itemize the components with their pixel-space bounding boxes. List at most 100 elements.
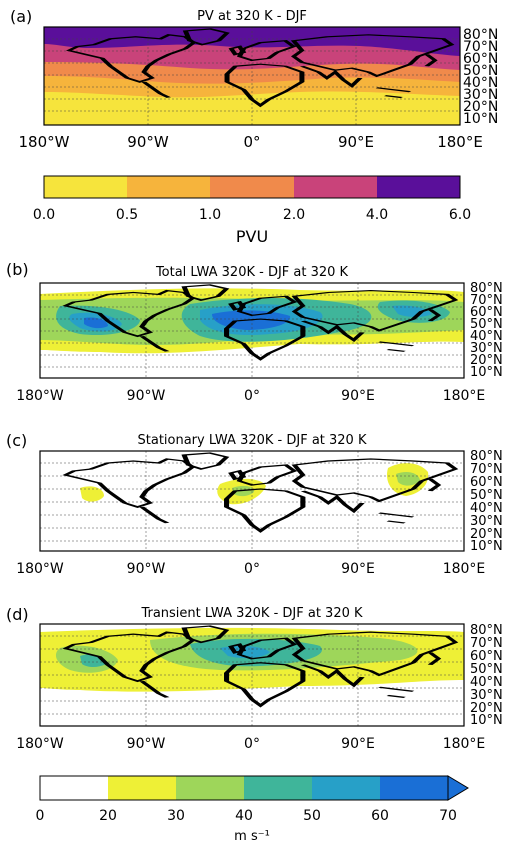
lat-tick: 80°N xyxy=(470,449,503,464)
colorbar-tick: 30 xyxy=(167,808,185,824)
colorbar-segment xyxy=(380,776,448,800)
lat-tick: 50°N xyxy=(463,63,498,79)
lon-tick: 180°E xyxy=(437,133,483,151)
colorbar-segment xyxy=(377,176,460,198)
lat-tick: 60°N xyxy=(470,305,503,320)
panel-label: (a) xyxy=(10,7,32,26)
lat-tick: 40°N xyxy=(470,501,503,516)
lat-tick: 10°N xyxy=(470,365,503,380)
lat-tick: 20°N xyxy=(470,701,503,716)
colorbar-tick: 60 xyxy=(371,808,389,824)
lon-tick: 90°E xyxy=(341,736,375,752)
lat-tick: 20°N xyxy=(470,527,503,542)
lwa-field xyxy=(40,283,464,378)
panel-a: (a) PV at 320 K - DJF 180°W 90°W 0° 90°E xyxy=(10,7,498,151)
lon-tick: 0° xyxy=(244,736,260,752)
panel-label: (c) xyxy=(6,431,27,450)
lat-tick: 80°N xyxy=(463,27,498,43)
panel-title: Transient LWA 320K - DJF at 320 K xyxy=(140,606,363,621)
lon-tick: 90°E xyxy=(338,133,374,151)
lon-tick: 90°W xyxy=(127,133,169,151)
colorbar-tick: 20 xyxy=(99,808,117,824)
lat-tick: 10°N xyxy=(463,111,498,127)
lat-tick: 80°N xyxy=(470,281,503,296)
pv-field xyxy=(44,27,460,125)
colorbar-segment xyxy=(44,176,127,198)
colorbar-segment xyxy=(40,776,108,800)
panel-c: (c) Stationary LWA 320K - DJF at 320 K 1… xyxy=(6,431,503,577)
colorbar-label: m s⁻¹ xyxy=(234,829,270,844)
colorbar-segment xyxy=(294,176,377,198)
panel-label: (b) xyxy=(6,260,29,279)
panel-title: PV at 320 K - DJF xyxy=(197,9,307,24)
colorbar-label: PVU xyxy=(236,227,268,246)
lat-tick: 30°N xyxy=(470,341,503,356)
lat-tick: 60°N xyxy=(470,475,503,490)
lat-tick: 40°N xyxy=(470,329,503,344)
lat-tick: 70°N xyxy=(470,636,503,651)
lat-ticks: 80°N 70°N 60°N 50°N 40°N 30°N 20°N 10°N xyxy=(463,27,498,127)
lat-tick: 10°N xyxy=(470,539,503,554)
lat-tick: 50°N xyxy=(470,662,503,677)
colorbar-lwa: 0 20 30 40 50 60 70 m s⁻¹ xyxy=(36,775,469,844)
lat-tick: 80°N xyxy=(470,623,503,638)
lon-tick: 180°W xyxy=(16,561,64,577)
lon-tick: 180°E xyxy=(443,388,486,404)
colorbar-segment xyxy=(127,176,210,198)
lon-tick: 180°W xyxy=(16,736,64,752)
lat-tick: 60°N xyxy=(463,51,498,67)
colorbar-tick: 6.0 xyxy=(449,207,471,223)
colorbar-segment xyxy=(244,776,312,800)
panel-label: (d) xyxy=(6,605,29,624)
lat-tick: 70°N xyxy=(470,462,503,477)
colorbar-tick: 0.0 xyxy=(33,207,55,223)
lon-tick: 180°E xyxy=(443,736,486,752)
lat-tick: 20°N xyxy=(463,99,498,115)
lon-tick: 0° xyxy=(243,133,260,151)
colorbar-segment xyxy=(108,776,176,800)
lat-tick: 70°N xyxy=(470,293,503,308)
panel-title: Total LWA 320K - DJF at 320 K xyxy=(155,265,349,280)
colorbar-extend-arrow xyxy=(447,775,469,801)
lon-tick: 180°W xyxy=(19,133,70,151)
colorbar-segment xyxy=(312,776,380,800)
lat-tick: 50°N xyxy=(470,488,503,503)
panel-b: (b) Total LWA 320K - DJF at 320 K xyxy=(6,260,503,404)
colorbar-segment xyxy=(210,176,294,198)
colorbar-tick: 2.0 xyxy=(283,207,305,223)
lon-tick: 90°E xyxy=(341,561,375,577)
lon-tick: 180°W xyxy=(16,388,64,404)
panel-d: (d) Transient LWA 320K - DJF at 320 K 18… xyxy=(6,605,503,752)
lon-tick: 0° xyxy=(244,561,260,577)
lat-tick: 30°N xyxy=(470,514,503,529)
colorbar-tick: 70 xyxy=(439,808,457,824)
lon-tick: 90°W xyxy=(127,388,166,404)
lwa-field xyxy=(40,624,464,726)
lat-tick: 30°N xyxy=(463,87,498,103)
colorbar-tick: 0.5 xyxy=(116,207,138,223)
lon-ticks: 180°W 90°W 0° 90°E 180°E xyxy=(19,133,483,151)
lon-tick: 90°W xyxy=(127,561,166,577)
colorbar-segment xyxy=(176,776,244,800)
lwa-field xyxy=(40,451,464,551)
colorbar-tick: 4.0 xyxy=(366,207,388,223)
lat-tick: 70°N xyxy=(463,39,498,55)
panel-title: Stationary LWA 320K - DJF at 320 K xyxy=(138,433,367,448)
lat-tick: 10°N xyxy=(470,713,503,728)
lat-tick: 60°N xyxy=(470,649,503,664)
lon-tick: 90°E xyxy=(341,388,375,404)
lat-tick: 30°N xyxy=(470,688,503,703)
lon-tick: 0° xyxy=(244,388,260,404)
lat-tick: 40°N xyxy=(470,675,503,690)
lat-tick: 40°N xyxy=(463,75,498,91)
colorbar-tick: 0 xyxy=(36,808,45,824)
colorbar-tick: 1.0 xyxy=(199,207,221,223)
lat-tick: 20°N xyxy=(470,353,503,368)
lat-tick: 50°N xyxy=(470,317,503,332)
colorbar-pv: 0.0 0.5 1.0 2.0 4.0 6.0 PVU xyxy=(33,175,471,246)
map-frame xyxy=(43,26,461,126)
lon-tick: 90°W xyxy=(127,736,166,752)
colorbar-tick: 50 xyxy=(303,808,321,824)
lon-tick: 180°E xyxy=(443,561,486,577)
